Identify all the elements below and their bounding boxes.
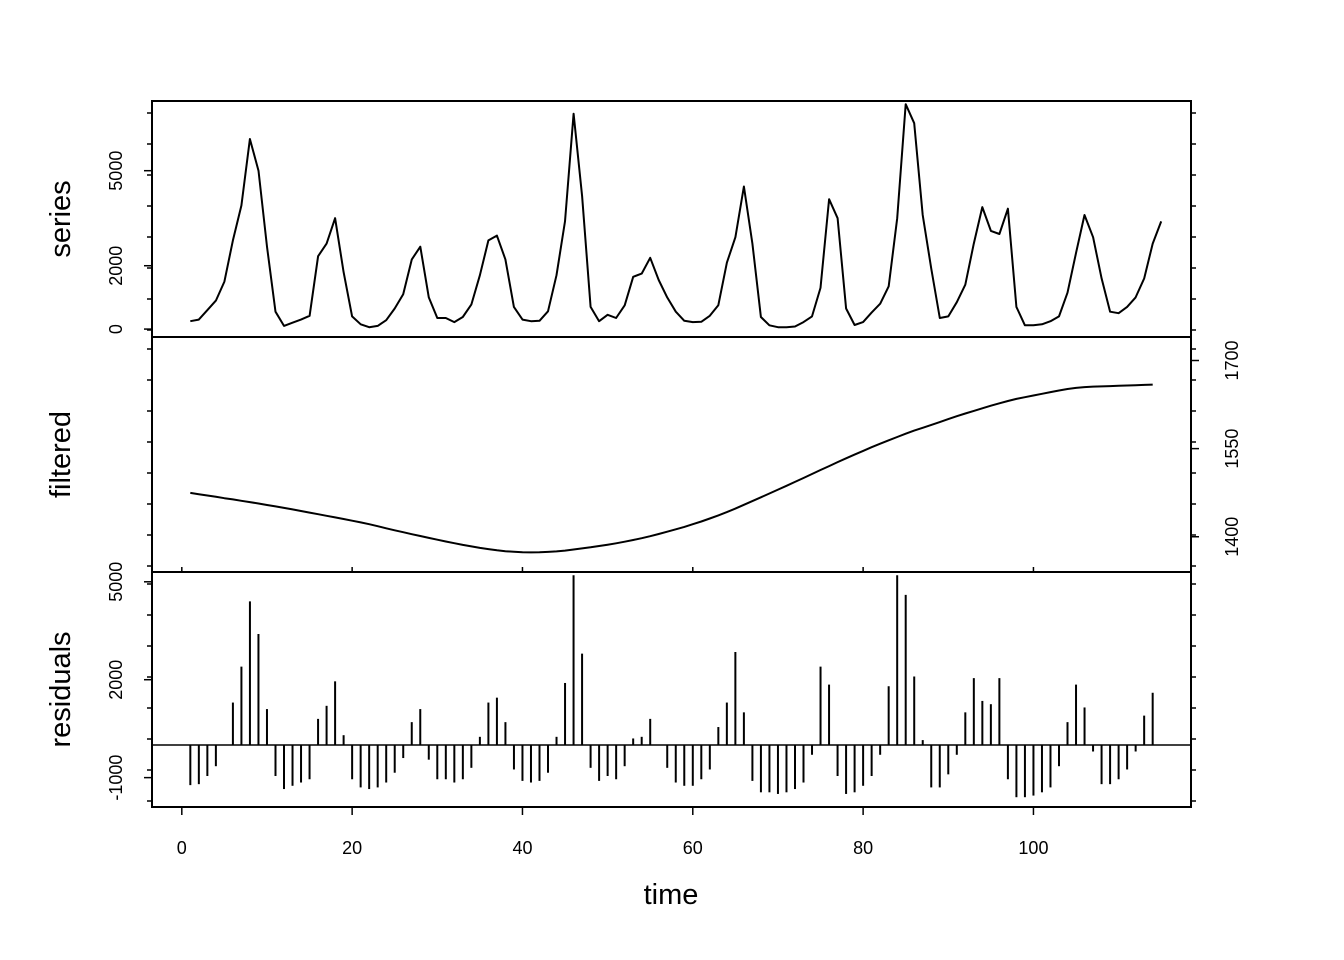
filtered-panel: 1400 1550 1700 filtered xyxy=(45,336,1242,573)
filtered-frame xyxy=(151,336,1192,573)
series-frame xyxy=(151,100,1192,338)
series-y-tick-label: 0 xyxy=(106,324,126,334)
x-tick-label: 100 xyxy=(1018,838,1048,858)
x-tick-label: 20 xyxy=(342,838,362,858)
series-line xyxy=(190,103,1163,329)
filtered-y-tick-label: 1700 xyxy=(1222,340,1242,380)
filtered-line xyxy=(190,383,1153,554)
series-y-tick-label: 5000 xyxy=(106,151,126,191)
residuals-y-tick-label: 2000 xyxy=(106,660,126,700)
residuals-panel: -1000 2000 5000 residuals xyxy=(45,562,1196,808)
residuals-frame xyxy=(151,571,1192,808)
x-tick-label: 80 xyxy=(853,838,873,858)
residuals-axis-title: residuals xyxy=(45,631,77,747)
series-panel: 0 2000 5000 series xyxy=(45,100,1196,338)
filtered-axis-title: filtered xyxy=(45,411,77,498)
residuals-y-tick-label: -1000 xyxy=(106,755,126,801)
x-axis: 0 20 40 60 80 100 xyxy=(177,567,1048,858)
x-tick-label: 40 xyxy=(512,838,532,858)
x-tick-label: 0 xyxy=(177,838,187,858)
series-axis-title: series xyxy=(45,180,77,257)
filtered-y-tick-label: 1550 xyxy=(1222,429,1242,469)
filtered-y-tick-label: 1400 xyxy=(1222,517,1242,557)
x-axis-title: time xyxy=(644,879,699,911)
series-y-tick-label: 2000 xyxy=(106,246,126,286)
x-tick-label: 60 xyxy=(683,838,703,858)
residuals-y-tick-label: 5000 xyxy=(106,562,126,602)
